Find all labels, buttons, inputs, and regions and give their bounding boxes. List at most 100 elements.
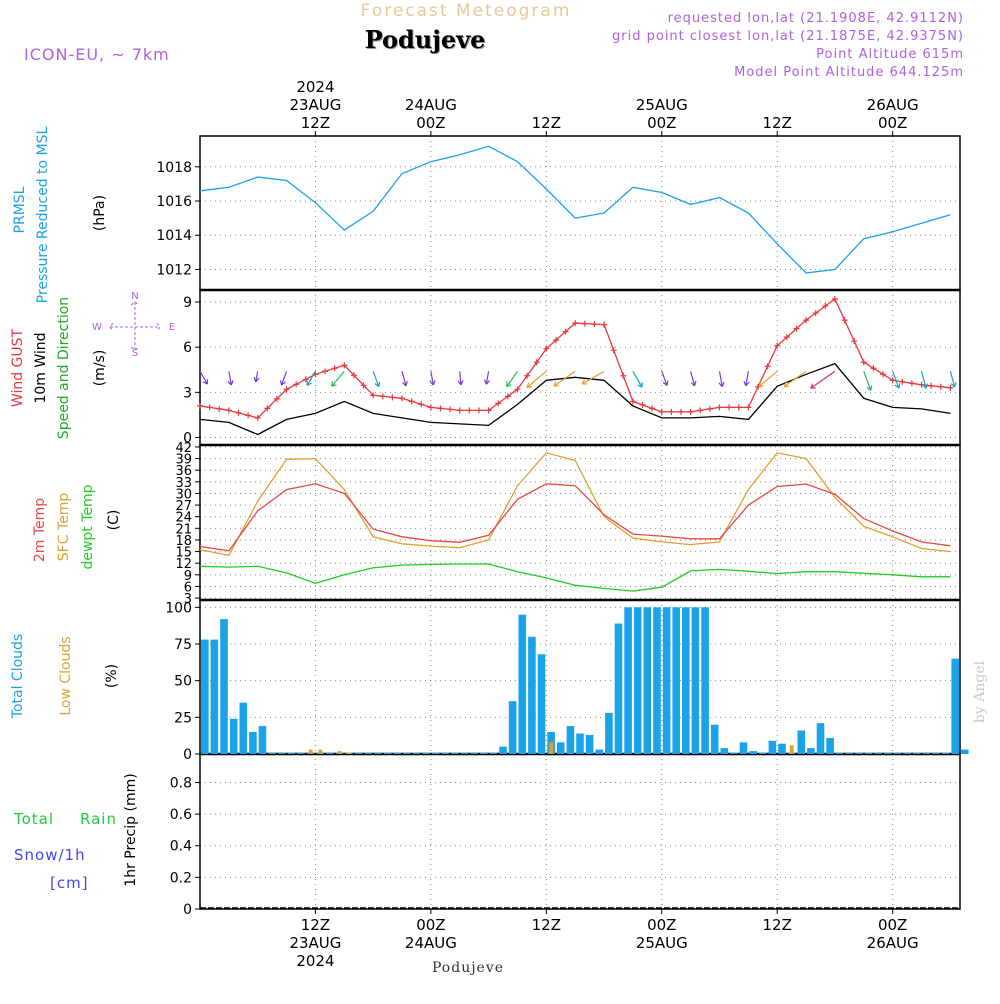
- precip-legend: Total Rain Snow/1h [cm] 1hr Precip (mm): [13, 773, 139, 892]
- ytick-label: 75: [174, 637, 192, 653]
- ytick-label: 15: [175, 546, 192, 561]
- top-tick-label: 23AUG: [289, 96, 341, 114]
- ytick-label: 6: [183, 340, 192, 356]
- total-cloud-bar: [585, 734, 594, 754]
- gust-marker: [639, 401, 646, 408]
- gust-marker: [466, 407, 473, 414]
- wind-legend-10m: 10m Wind: [33, 332, 49, 403]
- station-title: Podujeve: [365, 25, 486, 54]
- gust-marker: [427, 404, 434, 411]
- gust-marker: [293, 381, 300, 388]
- bottom-tick-label: 26AUG: [867, 934, 919, 952]
- total-cloud-bar: [364, 753, 373, 754]
- total-cloud-bar: [739, 742, 748, 754]
- watermark: by Angel: [972, 660, 988, 723]
- total-cloud-bar: [624, 607, 632, 754]
- gust-marker: [764, 363, 771, 370]
- gust-marker: [408, 398, 415, 405]
- pressure-legend-short: PRMSL: [12, 186, 28, 233]
- total-cloud-bar: [884, 753, 892, 754]
- wind-arrow: [581, 370, 605, 385]
- gust-marker: [216, 405, 223, 412]
- gust-marker: [918, 381, 925, 388]
- total-cloud-bar: [874, 753, 882, 754]
- compass-n: N: [131, 291, 138, 302]
- panel-wind: 0 3 6 9: [183, 289, 961, 446]
- cloud-legend-total: Total Clouds: [10, 634, 26, 719]
- ytick-label: 39: [175, 453, 192, 468]
- total-cloud-bar: [297, 753, 305, 754]
- gust-marker: [370, 392, 377, 399]
- gust-marker: [937, 383, 944, 390]
- precip-legend-snow: Snow/1h: [14, 846, 86, 864]
- total-cloud-bar: [614, 623, 623, 754]
- gust-marker: [273, 395, 280, 402]
- wind-arrow: [526, 370, 547, 389]
- total-cloud-bar: [682, 607, 690, 754]
- total-cloud-bar: [672, 607, 680, 754]
- total-cloud-bar: [807, 748, 815, 754]
- precip-legend-rain: Rain: [80, 810, 117, 828]
- total-cloud-bar: [855, 753, 863, 754]
- total-cloud-bar: [903, 753, 911, 754]
- model-label: ICON-EU, ~ 7km: [24, 45, 170, 64]
- panel-frame: [199, 599, 961, 755]
- low-cloud-bar: [789, 745, 794, 754]
- total-cloud-bar: [633, 607, 642, 754]
- wind-arrow: [372, 371, 381, 388]
- ytick-label: 25: [174, 710, 192, 726]
- temp-legend-2m: 2m Temp: [32, 498, 48, 562]
- pressure-legend-long: Pressure Reduced to MSL: [35, 126, 51, 303]
- ytick-label: 9: [183, 295, 192, 311]
- wind-arrow: [253, 371, 260, 383]
- gust-marker: [495, 400, 502, 407]
- total-cloud-bar: [460, 753, 469, 754]
- total-cloud-bar: [576, 733, 584, 754]
- gust-marker: [552, 337, 559, 344]
- total-cloud-bar: [893, 753, 902, 754]
- gust-marker: [745, 404, 752, 411]
- total-cloud-bar: [864, 753, 873, 754]
- gust-marker: [831, 296, 838, 303]
- gust-marker: [697, 407, 704, 414]
- wind-arrow: [632, 370, 643, 388]
- gust-marker: [851, 338, 858, 345]
- low-cloud-bar: [318, 749, 323, 754]
- panel-frame: [199, 289, 961, 446]
- bottom-tick-label: 12Z: [532, 916, 561, 934]
- total-cloud-bar: [730, 753, 738, 754]
- total-cloud-bar: [278, 753, 286, 754]
- total-cloud-bar: [508, 701, 517, 754]
- total-cloud-bar: [287, 753, 296, 754]
- gust-marker: [418, 401, 425, 408]
- ytick-label: 100: [165, 600, 192, 616]
- low-cloud-bar: [308, 749, 313, 754]
- total-cloud-bar: [835, 753, 844, 754]
- model-altitude: Model Point Altitude 644.125m: [734, 65, 964, 80]
- temp-legend-dew: dewpt Temp: [80, 484, 96, 569]
- precip-legend-total: Total: [13, 810, 54, 828]
- total-cloud-bar: [653, 607, 661, 754]
- wind-arrow: [401, 371, 408, 387]
- wind-arrow: [661, 371, 669, 386]
- total-cloud-bar: [326, 753, 334, 754]
- gust-marker: [678, 408, 685, 415]
- total-cloud-bar: [354, 753, 363, 754]
- total-cloud-bar: [412, 753, 421, 754]
- gust-marker: [572, 320, 579, 327]
- bottom-tick-label: 00Z: [878, 916, 907, 934]
- bottom-tick-label: 24AUG: [405, 934, 457, 952]
- wind-speed-line: [199, 362, 951, 436]
- pressure-line: [199, 145, 951, 274]
- gust-marker: [899, 378, 906, 385]
- gust-marker: [360, 382, 367, 389]
- gust-marker: [524, 372, 531, 379]
- low-cloud-bar: [337, 751, 342, 754]
- gust-marker: [264, 405, 271, 412]
- gust-marker: [841, 317, 848, 324]
- footer-station: Podujeve: [432, 960, 504, 976]
- ytick-label: 3: [184, 592, 192, 607]
- wind-compass: N S W E: [92, 291, 175, 359]
- total-cloud-bar: [605, 712, 613, 754]
